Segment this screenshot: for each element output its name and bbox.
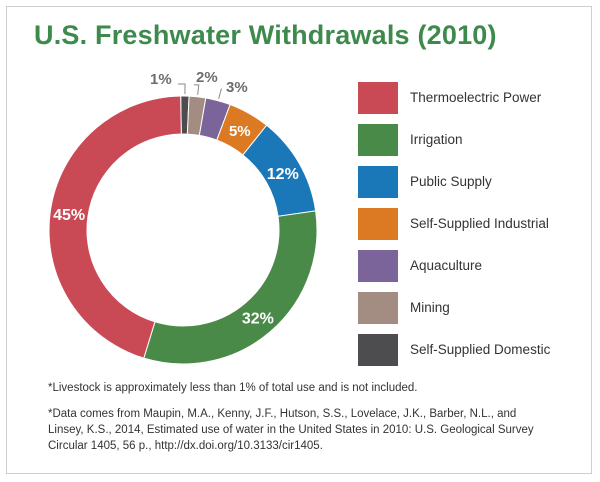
slice-label: 5% — [229, 123, 251, 140]
callout-line — [194, 84, 200, 95]
legend-label: Self-Supplied Domestic — [410, 342, 551, 357]
slice-label: 2% — [196, 69, 218, 86]
legend-item: Mining — [358, 292, 568, 324]
legend-swatch — [358, 292, 398, 324]
legend-swatch — [358, 124, 398, 156]
donut-slice-irrigation — [143, 210, 318, 365]
legend-label: Irrigation — [410, 132, 463, 147]
chart-title: U.S. Freshwater Withdrawals (2010) — [34, 20, 497, 50]
legend-swatch — [358, 166, 398, 198]
legend-item: Self-Supplied Industrial — [358, 208, 568, 240]
source-line: Linsey, K.S., 2014, Estimated use of wat… — [48, 424, 534, 436]
legend-label: Self-Supplied Industrial — [410, 216, 549, 231]
legend-item: Thermoelectric Power — [358, 82, 568, 114]
donut-slice-thermoelectric-power — [48, 95, 182, 359]
source-line: *Data comes from Maupin, M.A., Kenny, J.… — [48, 408, 517, 420]
donut-labels: 5% 12% 32% 45% 1% 2% 3% — [53, 69, 299, 327]
legend-item: Irrigation — [358, 124, 568, 156]
legend-swatch — [358, 334, 398, 366]
callout-line — [178, 83, 186, 95]
donut-callouts — [178, 83, 222, 99]
callout-line — [218, 88, 222, 99]
legend-swatch — [358, 82, 398, 114]
legend-label: Public Supply — [410, 174, 492, 189]
legend-item: Public Supply — [358, 166, 568, 198]
slice-label: 32% — [242, 310, 274, 327]
source-line: Circular 1405, 56 p., http://dx.doi.org/… — [48, 440, 323, 452]
legend-swatch — [358, 208, 398, 240]
slice-label: 45% — [53, 207, 85, 224]
donut-slices — [48, 95, 318, 365]
data-source-note: *Data comes from Maupin, M.A., Kenny, J.… — [48, 406, 548, 454]
livestock-note: *Livestock is approximately less than 1%… — [48, 382, 418, 394]
legend-item: Self-Supplied Domestic — [358, 334, 568, 366]
legend-label: Aquaculture — [410, 258, 483, 273]
legend-swatch — [358, 250, 398, 282]
legend-item: Aquaculture — [358, 250, 568, 282]
slice-label: 12% — [267, 166, 299, 183]
slice-label: 3% — [226, 79, 248, 96]
slice-label: 1% — [150, 71, 172, 88]
legend-label: Mining — [410, 300, 450, 315]
legend-label: Thermoelectric Power — [410, 90, 542, 105]
